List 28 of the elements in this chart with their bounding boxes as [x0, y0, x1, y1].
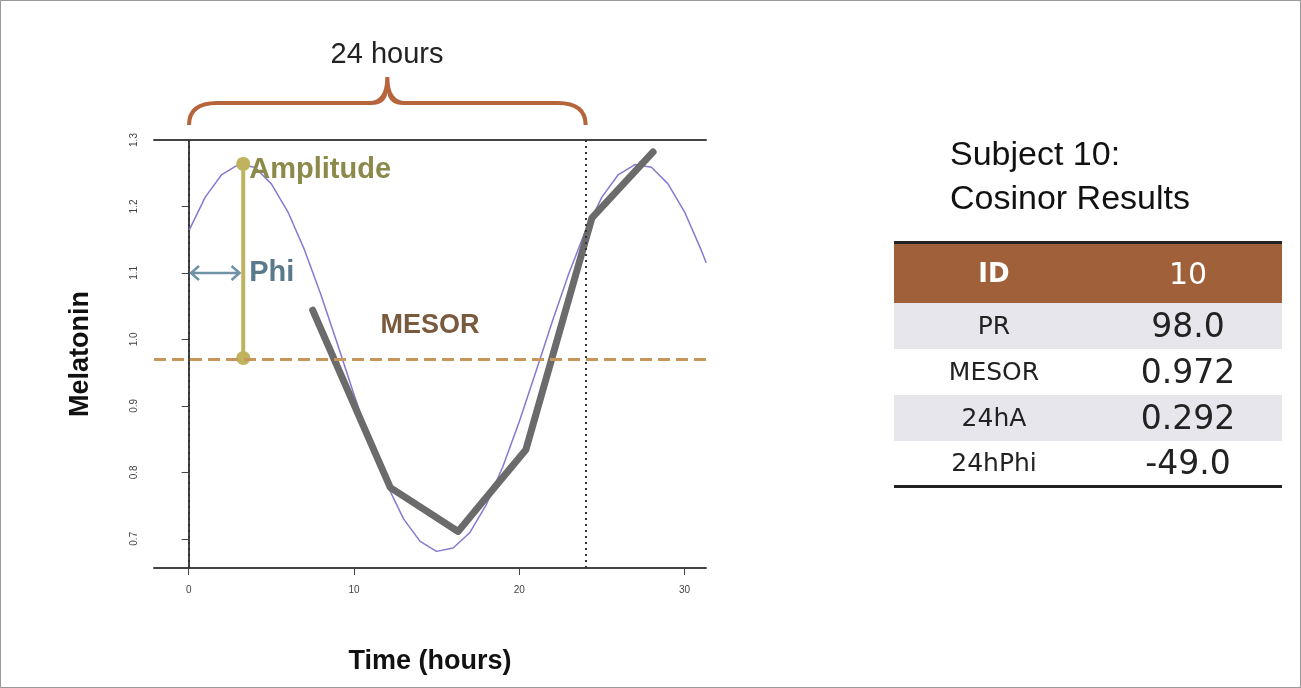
y-tick-label: 1.2	[127, 199, 139, 214]
x-tick-label: 0	[185, 583, 192, 595]
x-tick-label: 30	[678, 583, 691, 595]
y-tick-label: 1.0	[127, 331, 139, 347]
text: 98.0	[1151, 306, 1225, 345]
text: Subject 10: Cosinor Results	[950, 133, 1191, 218]
text: 0.292	[1140, 398, 1236, 437]
y-tick-label: 0.7	[127, 531, 139, 546]
category-label: 24hA	[960, 402, 1028, 434]
y-tick-label: 1.3	[127, 132, 139, 147]
x-tick-label: 20	[513, 583, 526, 595]
y-tick-label: 0.8	[127, 464, 139, 480]
text: 0.972	[1140, 352, 1236, 391]
x-axis-title: Time (hours)	[348, 644, 512, 675]
category-label: 24hPhi	[950, 447, 1038, 480]
y-tick-label: 0.9	[127, 398, 139, 413]
ref-line-label: MESOR	[380, 308, 480, 339]
category-label: ID	[977, 257, 1011, 291]
text: -49.0	[1145, 443, 1231, 483]
annotation: Amplitude	[249, 151, 392, 185]
text: 24 hours	[329, 37, 445, 70]
annotation: Phi	[249, 254, 295, 288]
x-tick-label: 10	[348, 583, 360, 595]
y-tick-label: 1.1	[127, 265, 139, 280]
text: 10	[1168, 255, 1208, 291]
category-label: PR	[976, 310, 1012, 342]
category-label: MESOR	[947, 356, 1041, 388]
y-axis-title: Melatonin	[63, 291, 94, 417]
